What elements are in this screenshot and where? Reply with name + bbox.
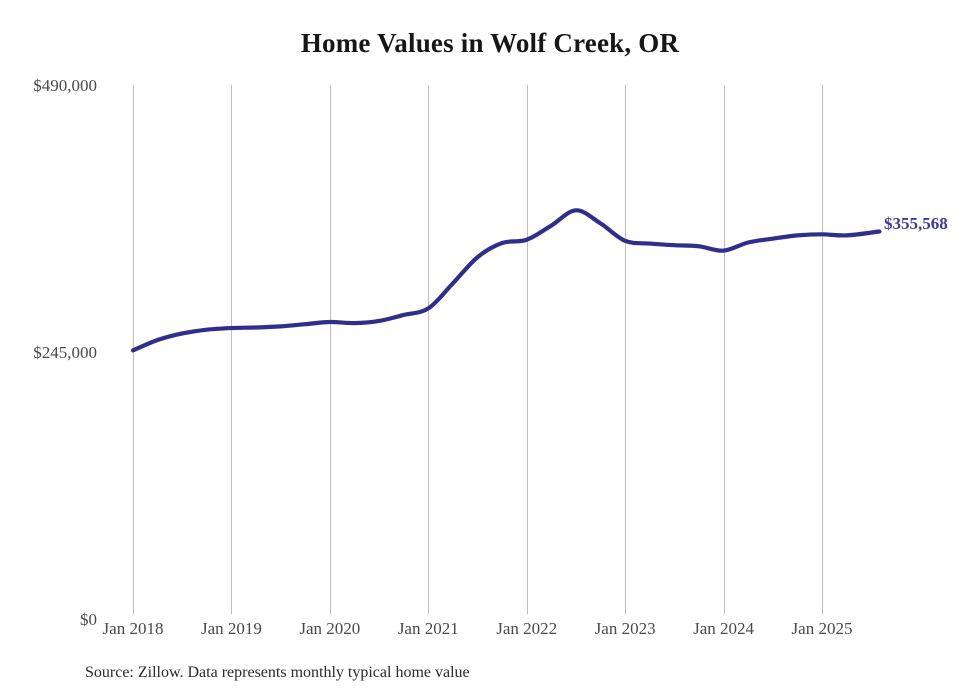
x-axis-tick-2023-01: Jan 2023 <box>594 619 656 638</box>
y-axis-tick-490000: $490,000 <box>33 76 97 95</box>
y-axis-tick-245000: $245,000 <box>33 343 97 362</box>
end-value-label: $355,568 <box>884 214 948 233</box>
x-axis-tick-2020-01: Jan 2020 <box>299 619 361 638</box>
gridline-2022-01 <box>526 85 528 614</box>
source-note: Source: Zillow. Data represents monthly … <box>85 664 470 681</box>
gridline-2023-01 <box>625 85 627 614</box>
x-axis-tick-2018-01: Jan 2018 <box>102 619 164 638</box>
gridline-2021-01 <box>428 85 430 614</box>
x-axis-tick-2019-01: Jan 2019 <box>200 619 262 638</box>
x-axis-tick-2021-01: Jan 2021 <box>397 619 459 638</box>
gridline-2019-01 <box>231 85 233 614</box>
gridline-2025-01 <box>822 85 823 614</box>
gridline-2024-01 <box>723 85 725 614</box>
chart-title: Home Values in Wolf Creek, OR <box>300 28 680 58</box>
x-axis-tick-2025-01: Jan 2025 <box>791 619 853 638</box>
x-axis-tick-2022-01: Jan 2022 <box>496 619 558 638</box>
x-axis-tick-2024-01: Jan 2024 <box>693 619 755 638</box>
gridline-2020-01 <box>329 85 331 614</box>
y-axis-tick-0: $0 <box>80 610 97 629</box>
series-line-typical-home-value <box>130 208 882 353</box>
